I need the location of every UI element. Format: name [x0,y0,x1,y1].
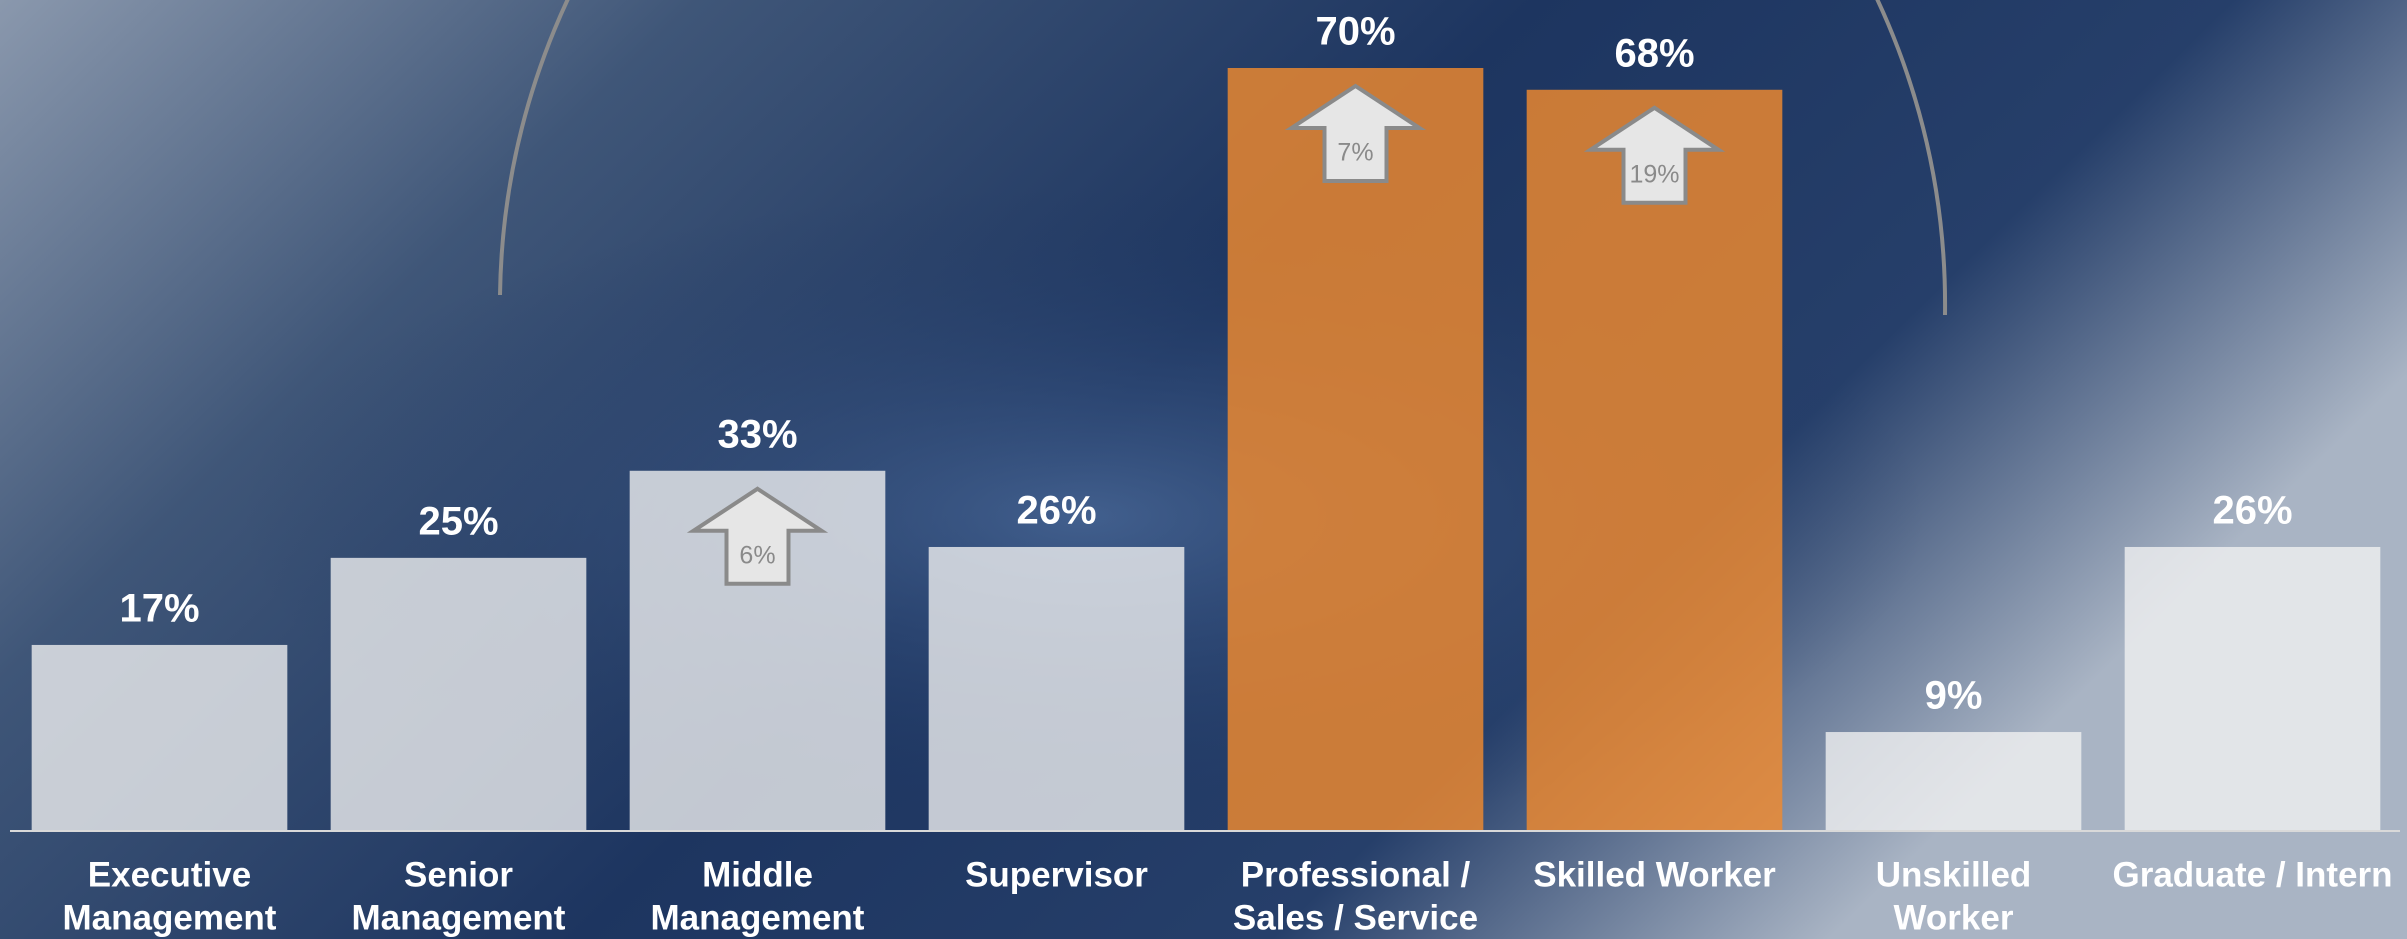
bar [1526,89,1783,831]
value-label: 70% [1315,10,1395,54]
value-label: 25% [418,499,498,543]
value-label: 17% [119,587,199,631]
value-label: 26% [1016,489,1096,533]
x-tick-label: Unskilled [1876,855,2032,894]
x-tick-label: Executive [88,855,251,894]
x-tick-label: Sales / Service [1233,898,1478,937]
change-arrow [1583,105,1726,205]
x-tick-label: Middle [702,855,813,894]
bar [2124,546,2381,830]
bar [330,557,587,830]
bar [928,546,1185,830]
x-tick-label: Senior [404,855,513,894]
x-tick-label: Management [352,898,566,937]
bar [1825,732,2082,830]
x-tick-label: Professional / [1241,855,1471,894]
bar [1227,68,1484,830]
change-arrow [686,486,829,586]
value-label: 68% [1614,31,1694,75]
change-arrow [1284,83,1427,183]
value-label: 9% [1925,674,1983,718]
bar [31,644,288,830]
change-label: 19% [1629,160,1679,188]
value-label: 26% [2212,489,2292,533]
x-tick-label: Skilled Worker [1533,855,1776,894]
x-tick-label: Management [651,898,865,937]
value-label: 33% [717,412,797,456]
x-tick-label: Management [63,898,277,937]
change-label: 6% [739,541,775,569]
x-tick-label: Supervisor [965,855,1148,894]
x-tick-label: Worker [1894,898,2014,937]
x-tick-label: Graduate / Intern [2112,855,2392,894]
change-label: 7% [1337,139,1373,167]
